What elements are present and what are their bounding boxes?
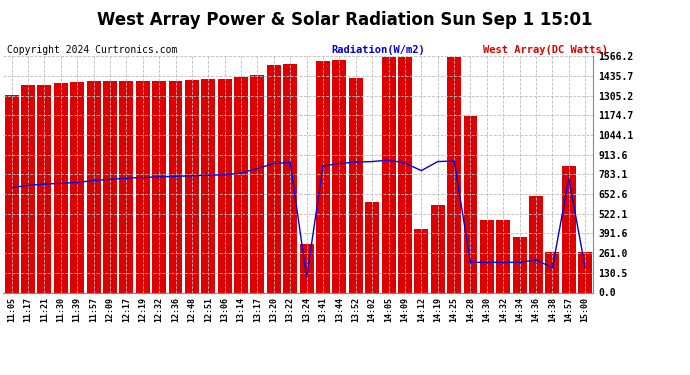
Bar — [152, 81, 166, 292]
Bar — [284, 64, 297, 292]
Bar — [250, 75, 264, 292]
Bar — [333, 60, 346, 292]
Bar — [168, 81, 182, 292]
Bar — [546, 252, 560, 292]
Bar — [496, 220, 510, 292]
Bar — [201, 79, 215, 292]
Bar — [365, 202, 379, 292]
Bar — [316, 61, 330, 292]
Text: Copyright 2024 Curtronics.com: Copyright 2024 Curtronics.com — [7, 45, 177, 55]
Bar — [398, 57, 412, 292]
Bar — [513, 237, 526, 292]
Bar — [415, 229, 428, 292]
Bar — [70, 82, 84, 292]
Bar — [54, 83, 68, 292]
Bar — [185, 80, 199, 292]
Bar — [464, 116, 477, 292]
Bar — [299, 244, 313, 292]
Bar — [431, 205, 444, 292]
Bar — [234, 77, 248, 292]
Bar — [382, 57, 395, 292]
Bar — [218, 79, 232, 292]
Bar — [480, 220, 494, 292]
Bar — [562, 166, 575, 292]
Bar — [578, 252, 592, 292]
Text: Radiation(W/m2): Radiation(W/m2) — [331, 45, 425, 55]
Bar — [5, 95, 19, 292]
Bar — [447, 57, 461, 292]
Bar — [37, 85, 51, 292]
Text: West Array Power & Solar Radiation Sun Sep 1 15:01: West Array Power & Solar Radiation Sun S… — [97, 11, 593, 29]
Bar — [21, 85, 35, 292]
Bar — [349, 78, 363, 292]
Bar — [103, 81, 117, 292]
Bar — [87, 81, 101, 292]
Text: West Array(DC Watts): West Array(DC Watts) — [483, 45, 608, 55]
Bar — [267, 66, 281, 292]
Bar — [119, 81, 133, 292]
Bar — [529, 196, 543, 292]
Bar — [136, 81, 150, 292]
